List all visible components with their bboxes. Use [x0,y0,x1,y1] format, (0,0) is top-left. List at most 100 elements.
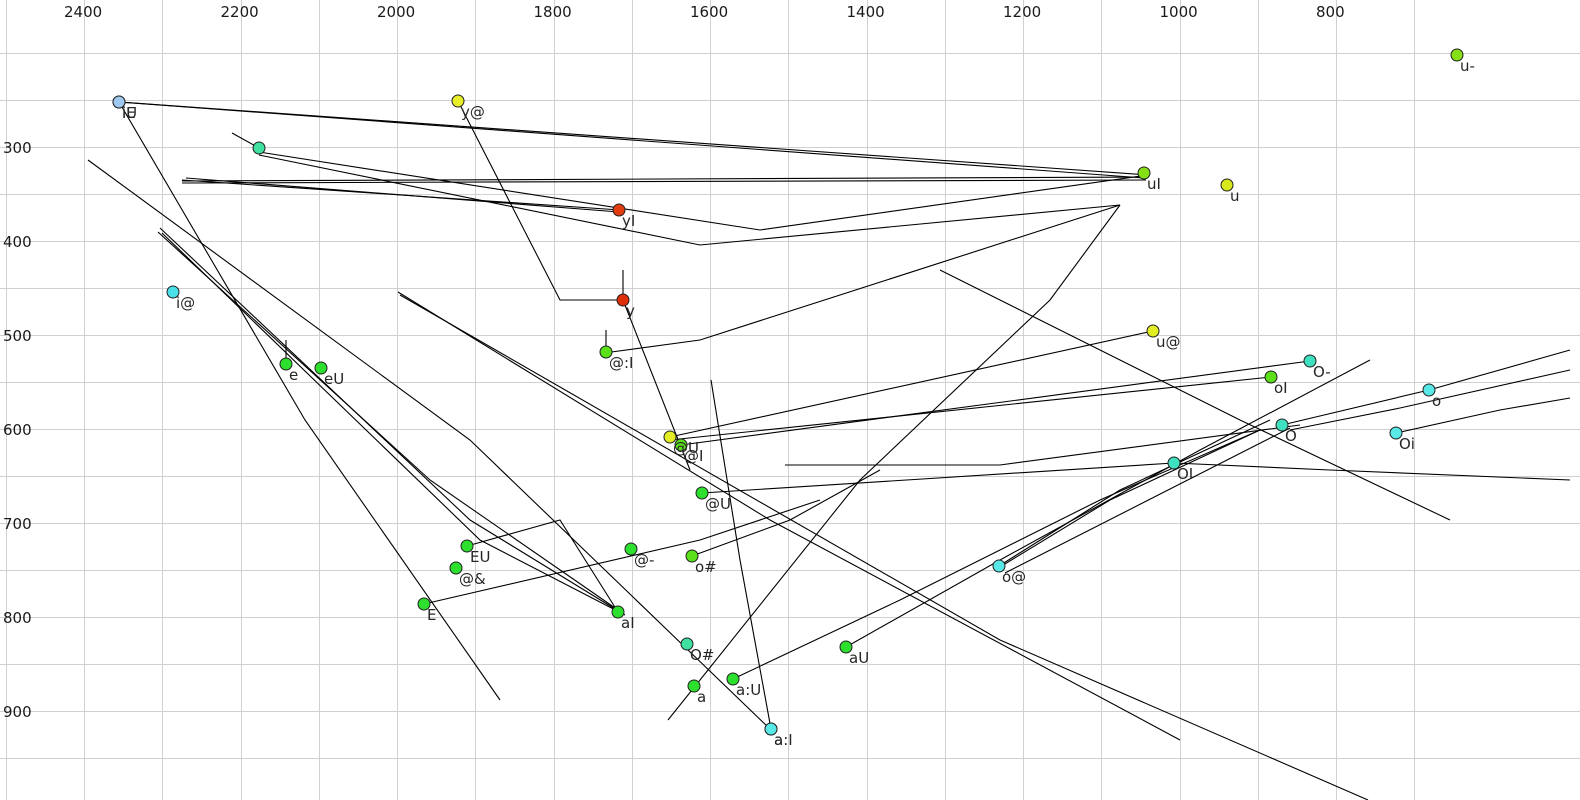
vowel-trajectory-line [785,424,1301,466]
vowel-trajectory-line [87,159,771,730]
vowel-data-point[interactable] [460,539,474,553]
y-axis-tick-labels: 300 400 500 600 700 800 900 1000 [3,139,41,800]
x-tick-label: 1800 [534,3,572,21]
vowel-data-point[interactable] [417,597,431,611]
vowel-data-point[interactable] [680,637,694,651]
x-axis-tick-labels: 2400 2200 2000 1800 1600 1400 1200 1000 800 [64,3,1345,21]
vowel-trajectory-line [998,419,1271,567]
vowel-point-label: @U [705,495,731,513]
vowel-trajectory-line [680,360,1311,446]
vowel-trajectory-line [159,227,621,613]
vowel-data-point[interactable] [1389,426,1403,440]
vowel-data-point[interactable] [663,430,677,444]
vowel-data-point[interactable] [1220,178,1234,192]
vowel-data-point[interactable] [314,361,328,375]
vowel-data-point[interactable] [1450,48,1464,62]
vowel-data-point[interactable] [695,486,709,500]
vowel-point-label: y [626,302,635,320]
vowel-point-label: uI [1147,175,1161,193]
vowel-data-point[interactable] [279,357,293,371]
vowel-data-point[interactable] [624,542,638,556]
y-tick-label: 600 [3,421,32,439]
vowel-data-point[interactable] [687,679,701,693]
vowel-data-point[interactable] [166,285,180,299]
vowel-data-point[interactable] [599,345,613,359]
vowel-point-label: EU [470,548,490,566]
vowel-point-label: o# [695,558,717,576]
vowel-data-point[interactable] [1303,354,1317,368]
y-tick-label: 500 [3,327,32,345]
y-tick-label: 400 [3,233,32,251]
vowel-point-label: @:I [609,354,633,372]
vowel-trajectory-line [710,379,772,730]
vowel-data-point[interactable] [1264,370,1278,384]
point-layer[interactable] [112,48,1464,736]
vowel-point-label: O [1285,427,1297,445]
connector-layer [87,100,1571,800]
vowel-data-point[interactable] [112,95,126,109]
x-tick-label: 2000 [377,3,415,21]
vowel-data-point[interactable] [616,293,630,307]
vowel-trajectory-line [1289,369,1571,431]
vowel-trajectory-line [423,499,821,605]
y-tick-label: 1000 [3,797,41,800]
vowel-point-label: @I [684,447,703,465]
vowel-data-point[interactable] [685,549,699,563]
y-tick-label: 300 [3,139,32,157]
vowel-point-label: yI [622,212,635,230]
vowel-data-point[interactable] [449,561,463,575]
vowel-point-label: u- [1460,57,1475,75]
vowel-data-point[interactable] [612,203,626,217]
vowel-point-label: O# [690,646,714,664]
vowel-trajectory-line [1173,462,1571,481]
vowel-trajectory-line [669,376,1272,441]
vowel-trajectory-line [181,176,1149,182]
vowel-data-point[interactable] [252,141,266,155]
vowel-point-label: O- [1313,363,1331,381]
vowel-trajectory-line [118,101,501,701]
vowel-data-point[interactable] [839,640,853,654]
vowel-trajectory-line [466,519,619,613]
x-tick-label: 1000 [1160,3,1198,21]
vowel-trajectory-line [258,154,1121,246]
vowel-trajectory-line [161,232,626,616]
vowel-data-point[interactable] [992,559,1006,573]
vowel-point-label: eU [324,370,344,388]
vowel-trajectory-line [1004,427,1291,574]
vowel-point-label: u [1230,187,1240,205]
vowel-trajectory-line [118,101,1145,179]
vowel-trajectory-line [258,151,1149,231]
vowel-data-point[interactable] [1167,456,1181,470]
vowel-point-label: e [289,366,298,384]
vowel-trajectory-line [181,179,1147,184]
vowel-trajectory-line [939,269,1451,521]
x-tick-label: 1600 [690,3,728,21]
vowel-data-point[interactable] [1422,383,1436,397]
vowel-trajectory-line [994,429,1261,571]
vowel-point-label: iU [122,104,137,122]
vowel-point-label: Oi [1399,435,1415,453]
vowel-trajectory-line [457,100,691,471]
vowel-data-point[interactable] [451,94,465,108]
vowel-data-point[interactable] [1146,324,1160,338]
vowel-data-point[interactable] [1275,418,1289,432]
vowel-data-point[interactable] [764,722,778,736]
vowel-data-point[interactable] [674,438,688,452]
vowel-point-label: iE [122,104,136,122]
vowel-data-point[interactable] [611,605,625,619]
vowel-data-point[interactable] [1137,166,1151,180]
x-tick-label: 2400 [64,3,102,21]
vowel-trajectory-line [157,231,619,611]
vowel-trajectory-line [669,330,1154,438]
vowel-data-point[interactable] [726,672,740,686]
vowel-point-label: u@ [1156,333,1181,351]
vowel-point-label: @U [673,439,699,457]
vowel-trajectory-line [691,469,881,557]
vowel-point-label: @- [634,551,654,569]
vowel-point-label: i@ [176,294,195,312]
vowel-point-label: oI [1274,379,1288,397]
vowel-trajectory-line [667,204,1121,721]
